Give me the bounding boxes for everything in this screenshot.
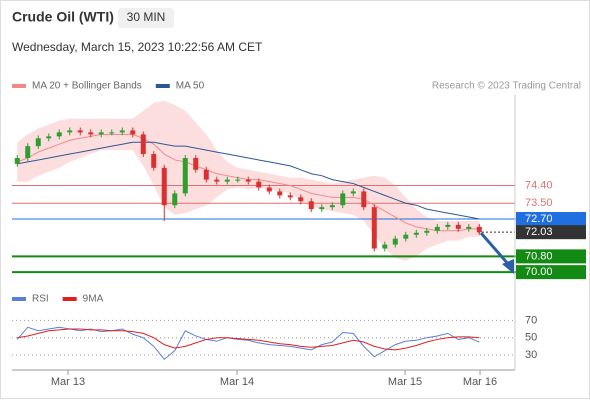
candle-body (98, 132, 104, 135)
candle-body (340, 193, 346, 206)
level-box (516, 249, 586, 264)
candle-body (119, 130, 125, 133)
x-tick-label: Mar 14 (220, 376, 254, 388)
candle-body (371, 207, 377, 249)
timeframe-badge (118, 8, 174, 28)
candle-body (235, 179, 241, 181)
candle-body (224, 179, 230, 182)
candle-body (182, 157, 188, 194)
candle-body (140, 134, 146, 155)
ma-line (17, 141, 480, 220)
candle-body (25, 146, 31, 158)
legend-label: 9MA (83, 294, 104, 305)
x-tick-label: Mar 13 (51, 376, 85, 388)
candle-body (172, 193, 178, 206)
level-label: 70.00 (525, 266, 553, 278)
candle-body (455, 224, 461, 229)
level-box (516, 211, 586, 226)
x-tick-label: Mar 15 (388, 376, 422, 388)
candle-body (298, 197, 304, 202)
candle-body (109, 132, 115, 134)
y-tick-label: 50 (525, 332, 537, 344)
candle-body (329, 205, 335, 208)
indicator-line (17, 328, 480, 351)
candle-body (67, 130, 73, 133)
credit: Research © 2023 Trading Central (432, 81, 581, 92)
level-label: 74.40 (525, 179, 553, 191)
y-tick-label: 70 (525, 314, 537, 326)
candle-body (424, 230, 430, 233)
legend-label: MA 50 (176, 81, 205, 92)
x-tick-label: Mar 16 (463, 376, 497, 388)
candle-body (151, 154, 157, 168)
candle-body (308, 201, 314, 210)
level-label: 72.70 (525, 213, 553, 225)
candle-body (203, 169, 209, 180)
candle-body (77, 130, 83, 133)
y-tick-label: 30 (525, 349, 537, 361)
legend-swatch (12, 297, 26, 301)
level-label: 70.80 (525, 250, 553, 262)
candle-body (287, 195, 293, 198)
timeframe: 30 MIN (127, 10, 166, 24)
legend-swatch (62, 297, 77, 301)
level-label: 73.50 (525, 197, 553, 209)
candle-body (256, 181, 262, 188)
candle-body (403, 234, 409, 239)
candle-body (445, 224, 451, 227)
legend-label: MA 20 + Bollinger Bands (32, 81, 142, 92)
candle-body (214, 179, 220, 182)
legend-swatch (12, 84, 26, 88)
candle-body (476, 226, 482, 233)
candle-body (319, 207, 325, 210)
candle-body (88, 132, 94, 135)
candle-body (361, 191, 367, 208)
candle-body (413, 232, 419, 235)
candle-body (161, 167, 167, 206)
candle-body (382, 244, 388, 249)
candle-body (466, 226, 472, 229)
candle-body (392, 238, 398, 245)
candle-body (245, 179, 251, 182)
legend-swatch (155, 84, 170, 88)
level-box (516, 225, 586, 240)
date: Wednesday, March 15, 2023 10:22:56 AM CE… (12, 40, 263, 54)
candle-body (56, 132, 62, 137)
level-box (516, 265, 586, 280)
candle-body (266, 187, 272, 192)
candle-body (277, 191, 283, 196)
level-label: 72.03 (525, 226, 553, 238)
candle-body (35, 138, 41, 147)
arrow (479, 232, 511, 266)
arrow-head (502, 259, 514, 274)
candle-body (434, 226, 440, 231)
candle-body (350, 191, 356, 194)
candle-body (14, 157, 20, 164)
candle-body (193, 157, 199, 170)
candle-body (46, 136, 52, 139)
legend-label: RSI (32, 294, 49, 305)
chart-title: Crude Oil (WTI) (12, 9, 114, 25)
candle-body (130, 130, 136, 135)
